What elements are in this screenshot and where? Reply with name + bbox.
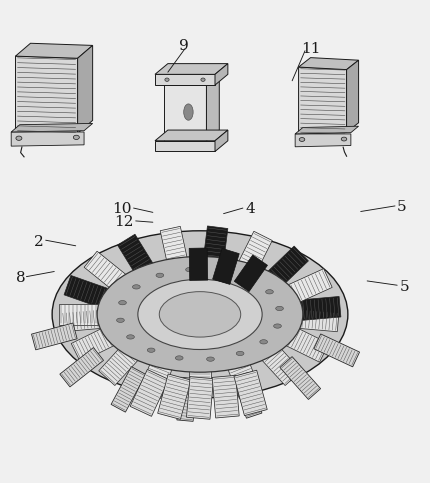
Bar bbox=[266, 246, 308, 288]
Bar bbox=[203, 226, 228, 267]
Bar bbox=[140, 355, 175, 398]
Bar bbox=[31, 323, 77, 350]
Polygon shape bbox=[155, 130, 228, 141]
Ellipse shape bbox=[341, 137, 347, 141]
Polygon shape bbox=[215, 64, 228, 85]
Bar bbox=[155, 141, 215, 152]
Ellipse shape bbox=[184, 104, 193, 120]
Polygon shape bbox=[295, 126, 359, 134]
Bar bbox=[71, 326, 117, 362]
Ellipse shape bbox=[159, 292, 241, 337]
Text: 10: 10 bbox=[112, 202, 132, 216]
Ellipse shape bbox=[273, 324, 281, 328]
Ellipse shape bbox=[245, 276, 253, 281]
Polygon shape bbox=[215, 130, 228, 152]
Bar bbox=[314, 334, 359, 367]
Ellipse shape bbox=[186, 268, 194, 272]
Ellipse shape bbox=[16, 136, 22, 141]
Ellipse shape bbox=[260, 340, 267, 344]
Bar bbox=[237, 231, 272, 275]
Ellipse shape bbox=[217, 269, 224, 273]
Polygon shape bbox=[298, 67, 347, 135]
Bar bbox=[64, 275, 107, 308]
Text: 11: 11 bbox=[301, 42, 320, 56]
Text: 2: 2 bbox=[34, 235, 43, 248]
Bar bbox=[60, 348, 104, 387]
Bar bbox=[189, 248, 208, 281]
Polygon shape bbox=[295, 134, 351, 147]
Polygon shape bbox=[15, 56, 78, 133]
Polygon shape bbox=[155, 64, 228, 74]
Bar bbox=[111, 367, 146, 412]
Polygon shape bbox=[78, 45, 92, 133]
Ellipse shape bbox=[52, 231, 348, 398]
Text: 9: 9 bbox=[178, 40, 188, 54]
Bar bbox=[187, 377, 214, 419]
Polygon shape bbox=[206, 74, 219, 141]
Ellipse shape bbox=[175, 356, 183, 360]
Polygon shape bbox=[298, 57, 359, 70]
Bar bbox=[160, 227, 188, 269]
Polygon shape bbox=[11, 132, 84, 146]
Bar bbox=[155, 74, 215, 85]
Polygon shape bbox=[11, 124, 92, 132]
Polygon shape bbox=[163, 74, 219, 85]
Bar bbox=[280, 356, 321, 399]
Ellipse shape bbox=[132, 285, 140, 289]
Ellipse shape bbox=[97, 256, 303, 372]
Bar bbox=[301, 297, 341, 320]
Bar bbox=[117, 234, 155, 278]
Ellipse shape bbox=[147, 348, 155, 352]
Ellipse shape bbox=[74, 135, 80, 140]
Bar bbox=[234, 255, 267, 292]
Bar bbox=[158, 374, 191, 419]
Bar bbox=[189, 363, 212, 399]
Bar bbox=[84, 251, 127, 291]
Ellipse shape bbox=[156, 273, 164, 277]
Bar bbox=[234, 370, 267, 415]
Bar bbox=[177, 377, 197, 421]
Text: 8: 8 bbox=[16, 271, 25, 285]
Ellipse shape bbox=[127, 335, 134, 339]
Polygon shape bbox=[15, 43, 92, 58]
Text: 4: 4 bbox=[245, 202, 255, 216]
Ellipse shape bbox=[119, 300, 126, 305]
Polygon shape bbox=[347, 60, 359, 132]
Bar bbox=[289, 269, 332, 303]
Bar bbox=[283, 326, 329, 362]
Ellipse shape bbox=[165, 78, 169, 82]
Bar bbox=[258, 342, 301, 385]
Bar bbox=[225, 355, 260, 398]
Bar bbox=[212, 248, 239, 284]
Ellipse shape bbox=[276, 306, 283, 311]
Text: 5: 5 bbox=[399, 280, 409, 294]
Bar bbox=[130, 369, 169, 416]
Ellipse shape bbox=[266, 290, 273, 294]
Ellipse shape bbox=[206, 357, 214, 361]
Bar bbox=[233, 372, 262, 418]
Bar bbox=[59, 304, 98, 325]
Text: 12: 12 bbox=[114, 215, 134, 229]
Bar bbox=[99, 342, 141, 385]
Bar bbox=[297, 309, 339, 332]
Bar bbox=[61, 309, 103, 332]
Text: 5: 5 bbox=[397, 200, 407, 214]
Ellipse shape bbox=[138, 279, 262, 350]
Bar bbox=[163, 85, 206, 141]
Ellipse shape bbox=[236, 351, 244, 355]
Ellipse shape bbox=[117, 318, 124, 322]
Ellipse shape bbox=[299, 138, 305, 142]
Ellipse shape bbox=[201, 78, 205, 82]
Bar bbox=[212, 375, 239, 418]
